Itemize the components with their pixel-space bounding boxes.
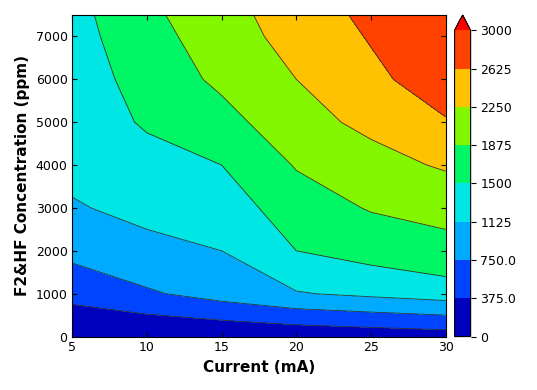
PathPatch shape: [454, 15, 470, 30]
X-axis label: Current (mA): Current (mA): [203, 360, 315, 375]
Y-axis label: F2&HF Concentration (ppm): F2&HF Concentration (ppm): [15, 55, 30, 296]
